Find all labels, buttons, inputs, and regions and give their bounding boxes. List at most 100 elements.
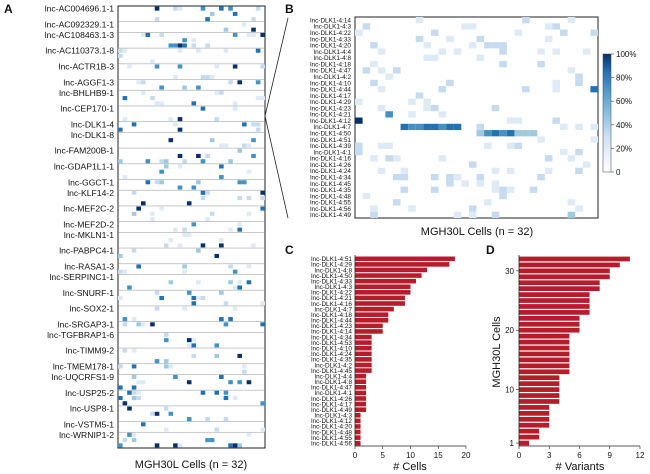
colorbar-ticks: 100% 80% 60% 40% 20% 0 <box>611 50 636 177</box>
panel-b-row-label: lnc-DLK1-4:22 <box>310 30 351 37</box>
panel-a-row-label: lnc-SOX2-1 <box>70 304 115 314</box>
panel-b-cell <box>506 130 515 137</box>
panel-b-cell <box>453 174 462 181</box>
panel-b-row-label: lnc-DLK1-4:50 <box>310 131 351 138</box>
panel-b-row-label: lnc-DLK1-4:48 <box>310 193 351 200</box>
panel-a-cell <box>136 395 141 401</box>
panel-a-row-label: lnc-BHLHB9-1 <box>59 88 114 98</box>
panel-a-cell <box>163 243 169 248</box>
panel-a-cell <box>232 285 238 290</box>
panel-b-cell <box>575 148 583 156</box>
panel-a-cell <box>177 117 183 122</box>
panel-b-row-label: lnc-DLK1-4:8 <box>314 55 352 62</box>
panel-c-bar <box>355 278 417 284</box>
panel-a-cell <box>196 48 201 53</box>
panel-a-cell <box>122 401 128 406</box>
panel-d-bar <box>519 393 560 398</box>
panel-a-cell <box>219 90 224 95</box>
panel-b-cell <box>476 54 485 61</box>
panel-a-cell <box>228 159 233 164</box>
panel-b-cell <box>491 130 500 137</box>
panel-b-cell <box>544 35 553 43</box>
panel-a-cell <box>228 264 233 269</box>
panel-a-cell <box>131 317 137 322</box>
panel-a-cell <box>260 427 265 432</box>
panel-a-cell <box>186 232 192 237</box>
panel-a-xlabel: MGH30L Cells (n = 32) <box>135 459 247 471</box>
panel-b-row-label: lnc-DLK1-4:12 <box>310 118 351 125</box>
panel-b-row-label: lnc-DLK1-4:47 <box>310 68 351 75</box>
panel-a-cell <box>154 306 160 311</box>
panel-b-cell <box>446 174 454 181</box>
panel-d-bar <box>519 298 590 303</box>
panel-d-bar <box>519 357 570 363</box>
panel-a-cell <box>168 43 174 48</box>
panel-c-category-label: lnc-DLK1-4:3 <box>315 413 353 420</box>
panel-a-cell <box>200 159 206 164</box>
panel-b-cell <box>408 205 416 212</box>
panel-a-cell <box>154 101 160 106</box>
panel-b-cell <box>514 117 523 124</box>
panel-d-xlabel: # Variants <box>556 461 605 473</box>
panel-a-cell <box>255 127 261 132</box>
panel-a-row-label: lnc-AC092329.1-1 <box>45 19 114 29</box>
panel-d-bar <box>519 405 550 410</box>
panel-c-category-label: lnc-DLK1-4:21 <box>311 295 352 302</box>
panel-a-cell <box>122 317 128 322</box>
panel-a-cell <box>177 443 183 448</box>
panel-a-cell <box>237 80 243 85</box>
panel-a-cell <box>209 11 215 16</box>
panel-a-cell <box>232 395 238 401</box>
panel-d-bar <box>519 440 530 446</box>
panel-a-cell <box>122 48 128 53</box>
panel-b-cell <box>567 67 576 74</box>
panel-b-cell <box>400 167 409 175</box>
panel-a-cell <box>200 296 206 301</box>
panel-a-cell <box>246 32 252 37</box>
panel-b-cell <box>362 67 371 74</box>
panel-a-cell <box>251 32 256 37</box>
panel-b-cell <box>514 130 523 137</box>
panel-a-cell <box>232 443 238 448</box>
panel-b-cell <box>377 48 386 55</box>
panel-b-row-label: lnc-DLK1-4:16 <box>310 156 351 163</box>
panel-a-cell <box>260 32 265 37</box>
panel-a-cell <box>214 427 220 432</box>
panel-d-bar <box>519 345 570 351</box>
panel-a-cell <box>214 343 220 348</box>
panel-b-cell <box>385 111 393 118</box>
panel-b-cell <box>438 111 447 118</box>
panel-d-bar <box>519 375 560 381</box>
panel-a-cell <box>159 169 164 174</box>
panel-c-bar <box>355 306 394 312</box>
panel-c-bar <box>355 351 372 357</box>
panel-a-cell <box>200 75 206 80</box>
panel-b-cell <box>446 35 454 43</box>
panel-a-cell <box>232 11 238 16</box>
panel-a-cell <box>140 90 146 95</box>
panel-b-cell <box>537 136 545 143</box>
panel-c-bar <box>355 401 367 407</box>
panel-a-cell <box>223 390 229 395</box>
panel-a-cell <box>205 438 210 443</box>
panel-a-cell <box>200 106 206 111</box>
panel-a-cell <box>154 180 160 185</box>
panel-b-cell <box>567 211 576 218</box>
panel-c-x-ticks: 0 5 10 15 20 <box>353 446 471 460</box>
panel-d-bar <box>519 256 630 262</box>
panel-d-bar <box>519 333 570 339</box>
panel-a-cell <box>246 169 252 174</box>
panel-a-cell <box>237 222 243 227</box>
panel-d-bar <box>519 315 580 321</box>
panel-a-cell <box>163 338 169 343</box>
panel-a-cell <box>122 96 128 101</box>
panel-b-row-label: lnc-DLK1-4:7 <box>314 124 352 131</box>
panel-d-bars <box>519 256 630 446</box>
panel-a-cell <box>168 411 174 416</box>
panel-a-cell <box>140 80 146 85</box>
panel-a-row-label: lnc-SERPINC1-1 <box>50 272 115 282</box>
panel-a-cell <box>173 227 178 232</box>
panel-a-cell <box>136 322 141 327</box>
panel-a-cell <box>122 117 128 122</box>
panel-c-bar <box>355 440 361 446</box>
